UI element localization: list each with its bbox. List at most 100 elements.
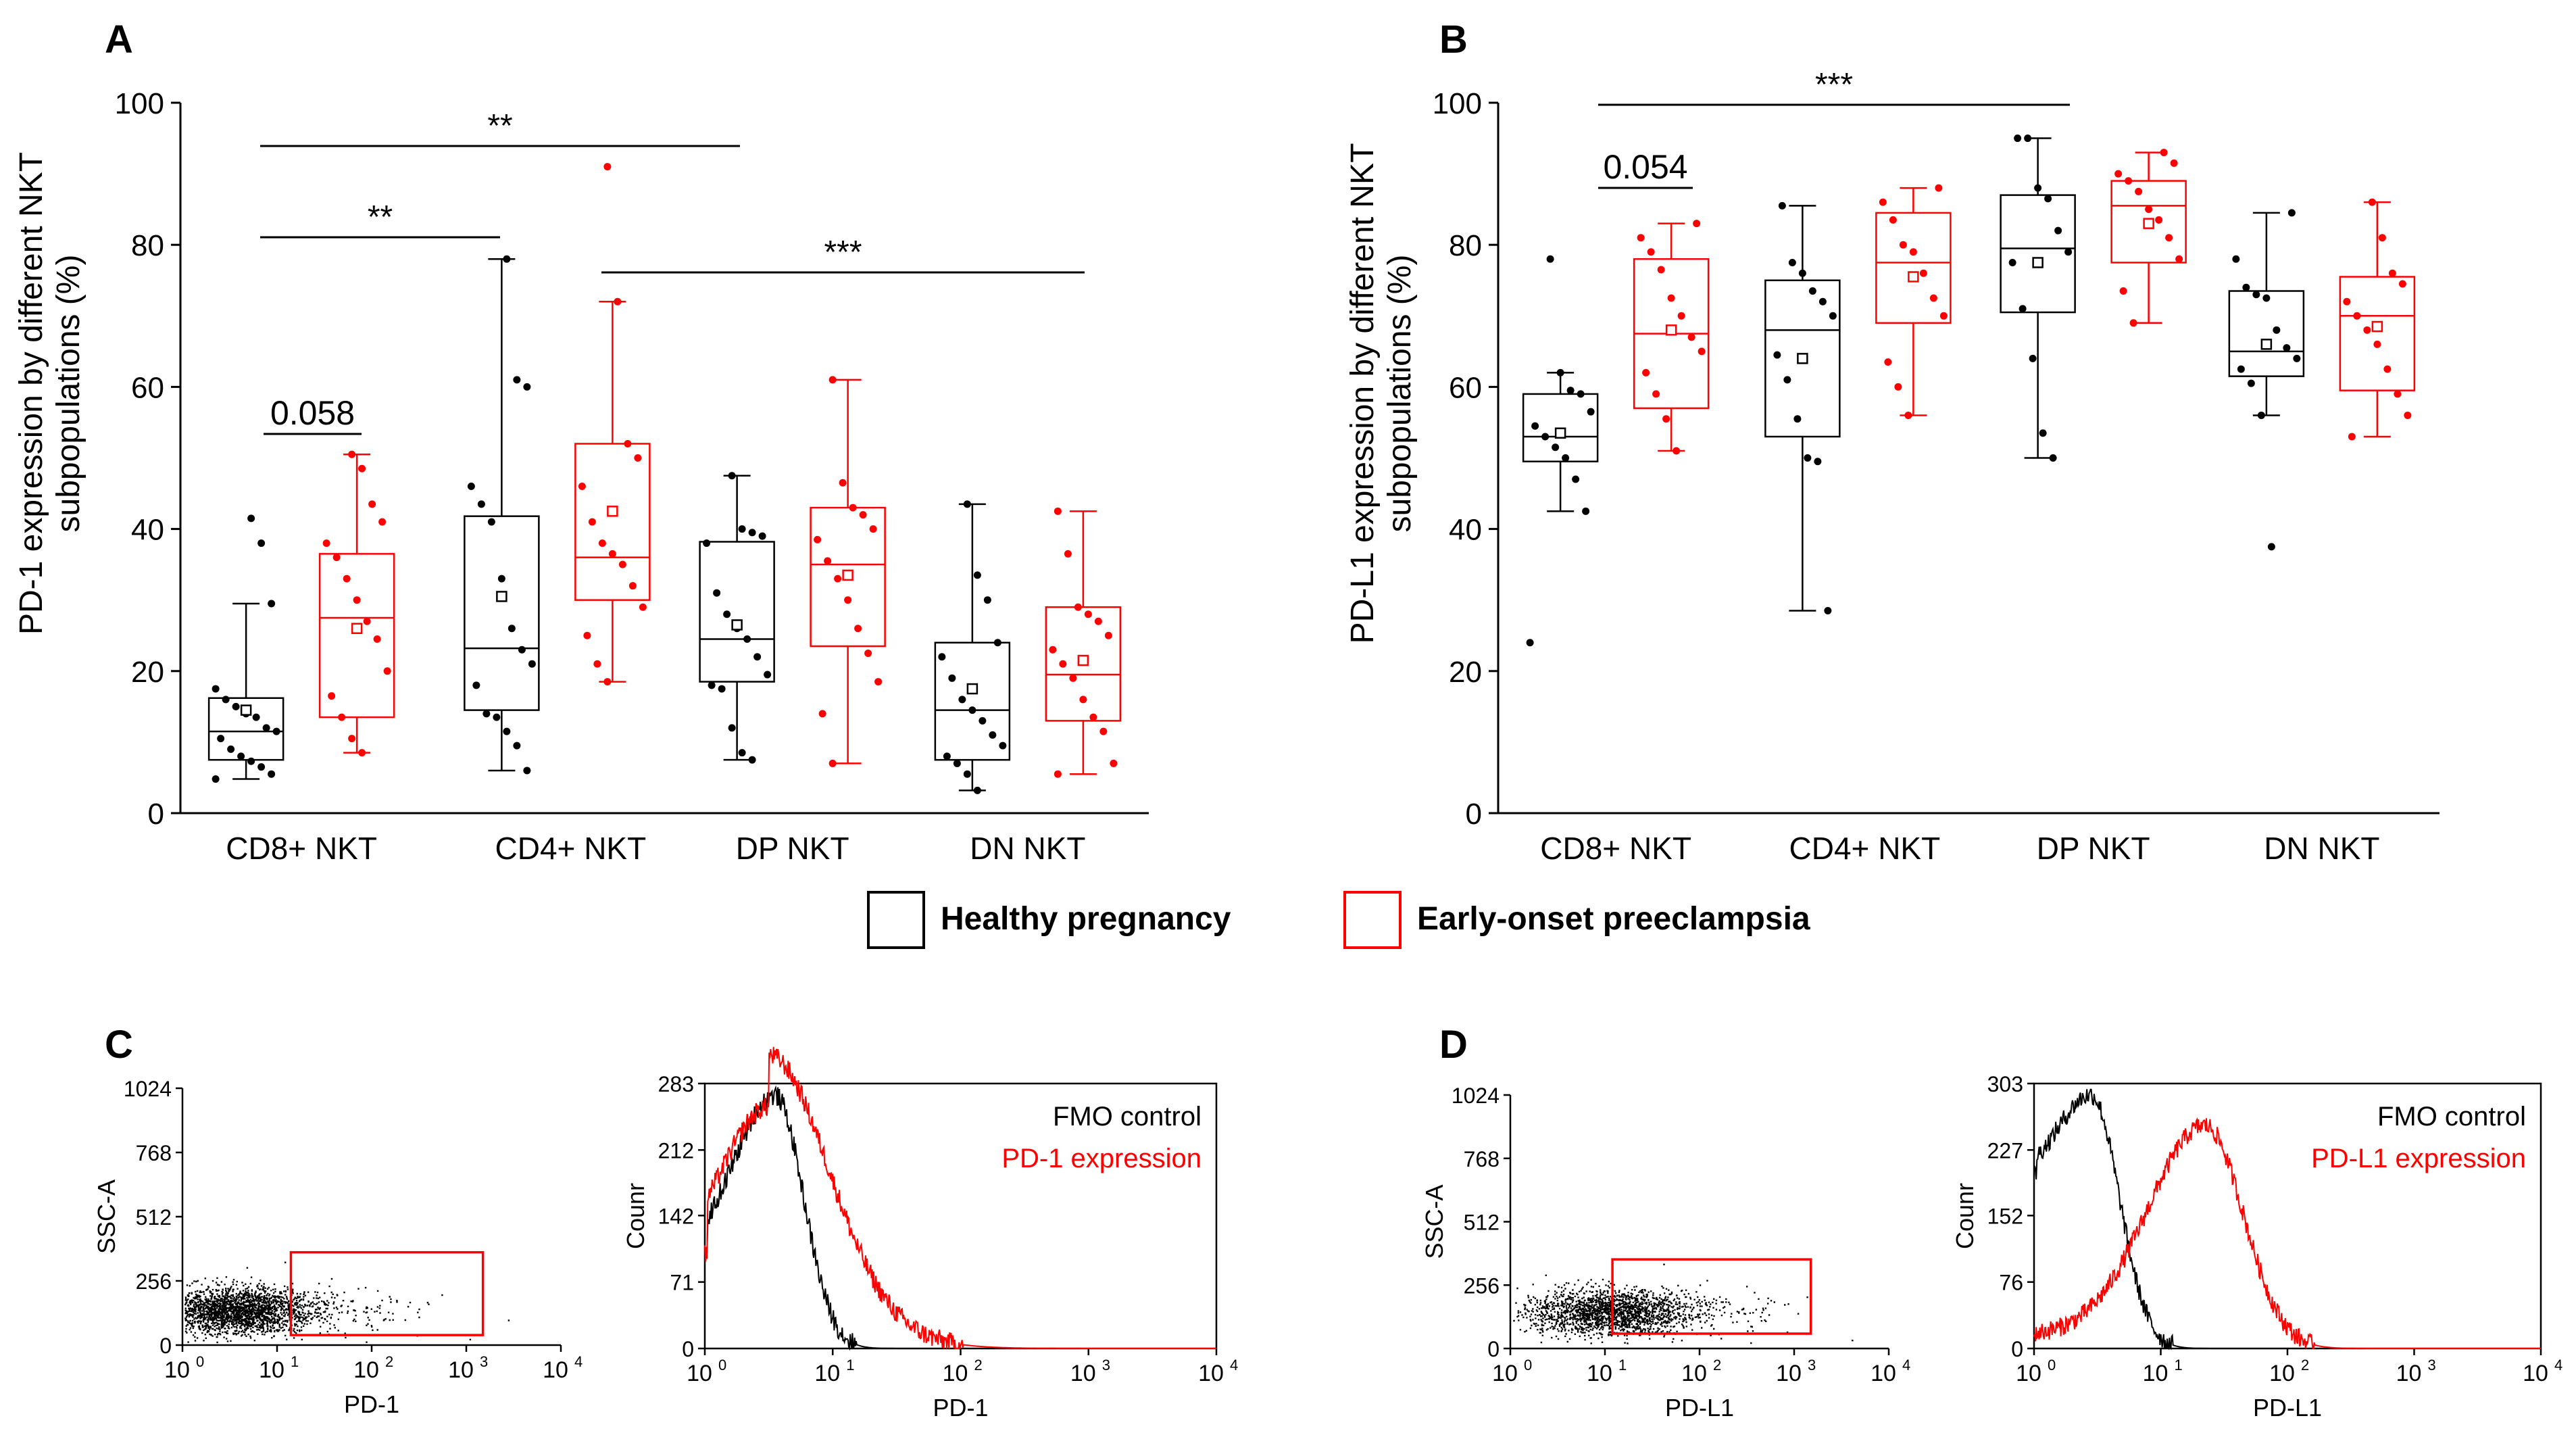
data-point — [764, 671, 772, 679]
data-point — [1879, 198, 1887, 206]
mean-marker — [1908, 271, 1919, 283]
data-point — [608, 550, 616, 558]
data-point — [1783, 376, 1791, 384]
data-point — [257, 539, 266, 548]
y-axis-label: Counr — [622, 1183, 649, 1249]
data-point — [1577, 390, 1585, 398]
data-point — [322, 539, 330, 548]
data-point — [1582, 507, 1590, 515]
data-point — [2404, 411, 2412, 419]
data-point — [338, 713, 346, 721]
data-point — [748, 529, 756, 537]
data-point — [1074, 603, 1082, 611]
data-point — [2145, 205, 2153, 214]
data-point — [513, 741, 521, 750]
data-point — [2014, 135, 2022, 143]
data-point — [513, 376, 521, 384]
data-point — [1054, 507, 1062, 515]
data-point — [247, 514, 255, 522]
x-axis-label: PD-L1 — [2253, 1394, 2322, 1421]
x-tick-label: 10 — [2269, 1361, 2295, 1386]
x-category-label: CD8+ NKT — [226, 831, 377, 866]
y-tick-label: 100 — [115, 87, 164, 120]
x-tick-label: 10 — [943, 1361, 968, 1386]
data-point — [1079, 696, 1087, 704]
x-tick-exponent: 0 — [1524, 1357, 1532, 1373]
data-point — [828, 376, 837, 384]
data-point — [1884, 358, 1892, 366]
significance-label: 0.058 — [270, 394, 355, 432]
mean-marker — [1077, 654, 1089, 666]
data-point — [614, 297, 622, 306]
y-tick-label: 768 — [136, 1141, 172, 1165]
x-tick-exponent: 3 — [2428, 1357, 2436, 1373]
data-point — [728, 472, 736, 480]
panel-b-letter: B — [1439, 18, 1468, 62]
data-point — [864, 650, 872, 658]
x-tick-label: 10 — [1681, 1361, 1707, 1386]
data-point — [1637, 234, 1645, 242]
data-point — [979, 716, 987, 725]
data-point — [523, 767, 531, 775]
y-tick-label: 212 — [658, 1138, 694, 1163]
data-point — [378, 518, 387, 526]
data-point — [2348, 433, 2356, 441]
x-tick-label: 10 — [1492, 1361, 1518, 1386]
mean-marker — [240, 704, 252, 716]
data-point — [603, 678, 612, 686]
histogram-curve — [704, 1046, 1216, 1349]
x-tick-label: 10 — [164, 1357, 190, 1383]
data-point — [523, 383, 531, 391]
y-tick-label: 152 — [1987, 1204, 2023, 1228]
y-tick-label: 0 — [159, 1334, 172, 1358]
legend-swatch-preeclampsia — [1343, 891, 1402, 949]
mean-marker — [842, 569, 853, 581]
data-point — [1899, 241, 1907, 249]
data-point — [2283, 344, 2291, 352]
x-tick-exponent: 4 — [2554, 1357, 2562, 1373]
data-point — [588, 518, 596, 526]
data-point — [328, 692, 336, 700]
data-point — [634, 454, 642, 462]
data-point — [1089, 713, 1097, 721]
data-point — [1698, 347, 1706, 356]
x-category-label: DN NKT — [970, 831, 1085, 866]
data-point — [348, 450, 356, 458]
data-point — [1818, 297, 1827, 306]
data-point — [472, 681, 480, 689]
box — [1045, 606, 1122, 722]
data-point — [503, 255, 511, 263]
y-tick-label: 768 — [1464, 1147, 1500, 1171]
data-point — [2125, 177, 2133, 185]
histogram-curve — [2033, 1117, 2541, 1349]
data-point — [2029, 354, 2037, 362]
data-point — [518, 646, 526, 654]
y-axis-label: SSC-A — [1420, 1184, 1448, 1259]
x-category-label: DP NKT — [2037, 831, 2150, 866]
x-category-label: CD8+ NKT — [1540, 831, 1691, 866]
data-point — [1064, 550, 1072, 558]
panel-b-ylabel-line1: PD-L1 expression by different NKT — [1345, 143, 1381, 644]
data-point — [854, 625, 862, 633]
data-point — [227, 745, 235, 753]
histogram-legend-label: FMO control — [2377, 1102, 2526, 1132]
x-tick-label: 10 — [2523, 1361, 2548, 1386]
data-point — [268, 770, 276, 778]
box — [2339, 276, 2416, 391]
x-tick-exponent: 0 — [2048, 1357, 2056, 1373]
mean-marker — [1665, 324, 1677, 336]
legend: Healthy pregnancy Early-onset preeclamps… — [867, 891, 1810, 949]
data-point — [353, 596, 361, 604]
data-point — [257, 763, 266, 771]
x-tick-label: 10 — [259, 1357, 284, 1383]
data-point — [1552, 443, 1560, 452]
data-point — [1526, 639, 1534, 647]
data-point — [1808, 287, 1816, 295]
data-point — [503, 727, 511, 735]
x-tick-label: 10 — [2396, 1361, 2422, 1386]
x-tick-label: 10 — [1198, 1361, 1224, 1386]
mean-marker — [966, 683, 979, 695]
legend-label-preeclampsia: Early-onset preeclampsia — [1417, 901, 1810, 937]
